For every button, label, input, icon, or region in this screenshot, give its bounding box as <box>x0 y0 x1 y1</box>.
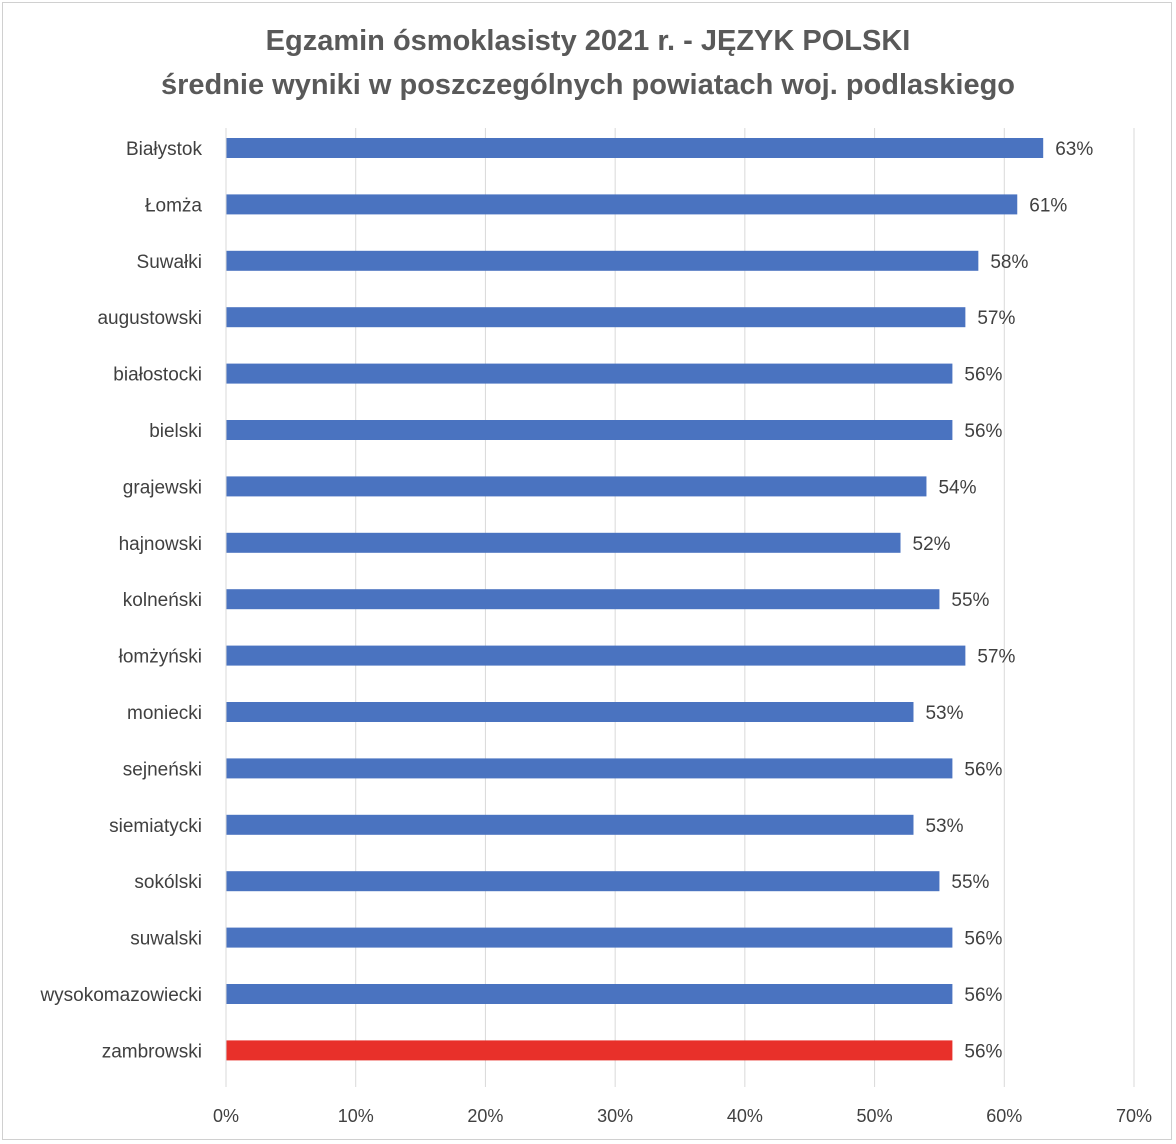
category-label: grajewski <box>123 477 202 498</box>
data-label: 55% <box>951 590 989 611</box>
bar <box>226 250 979 271</box>
bar <box>226 194 1018 215</box>
category-label: moniecki <box>127 703 202 724</box>
bar <box>226 363 953 384</box>
bar <box>226 1040 953 1061</box>
data-label: 53% <box>925 816 963 837</box>
bar <box>226 138 1044 158</box>
category-label: suwalski <box>130 929 202 950</box>
category-label: hajnowski <box>119 534 202 555</box>
bar <box>226 871 940 892</box>
data-label: 56% <box>964 365 1002 386</box>
chart-title: Egzamin ósmoklasisty 2021 r. - JĘZYK POL… <box>265 25 911 57</box>
category-label: augustowski <box>97 308 202 329</box>
bar <box>226 702 914 722</box>
x-tick-label: 50% <box>857 1106 893 1126</box>
category-label: kolneński <box>123 590 202 611</box>
category-label: Suwałki <box>137 252 202 273</box>
bar <box>226 814 914 835</box>
x-tick-label: 70% <box>1116 1106 1152 1126</box>
category-label: Białystok <box>126 139 203 160</box>
category-label: bielski <box>149 421 202 442</box>
bar <box>226 476 927 497</box>
data-label: 55% <box>951 872 989 893</box>
bar <box>226 927 953 948</box>
category-label: białostocki <box>113 365 202 386</box>
data-label: 56% <box>964 421 1002 442</box>
data-label: 57% <box>977 647 1015 668</box>
x-tick-label: 20% <box>467 1106 503 1126</box>
category-label: zambrowski <box>102 1041 202 1062</box>
data-label: 56% <box>964 1041 1002 1062</box>
category-label: sokólski <box>134 872 202 893</box>
x-tick-label: 10% <box>338 1106 374 1126</box>
x-tick-label: 60% <box>986 1106 1022 1126</box>
data-label: 52% <box>913 534 951 555</box>
data-label: 56% <box>964 759 1002 780</box>
x-tick-label: 30% <box>597 1106 633 1126</box>
category-label: wysokomazowiecki <box>39 985 202 1006</box>
x-tick-label: 0% <box>213 1106 239 1126</box>
data-label: 56% <box>964 985 1002 1006</box>
data-label: 57% <box>977 308 1015 329</box>
bar <box>226 589 940 610</box>
bar <box>226 984 953 1004</box>
x-tick-label: 40% <box>727 1106 763 1126</box>
category-label: sejneński <box>123 759 202 780</box>
data-label: 56% <box>964 929 1002 950</box>
bar <box>226 532 901 553</box>
category-label: siemiatycki <box>109 816 202 837</box>
bar <box>226 645 966 666</box>
bar <box>226 758 953 779</box>
data-label: 63% <box>1055 139 1093 160</box>
data-label: 53% <box>925 703 963 724</box>
category-label: Łomża <box>145 195 202 216</box>
bar <box>226 420 953 440</box>
chart-subtitle: średnie wyniki w poszczególnych powiatac… <box>160 69 1016 101</box>
data-label: 54% <box>938 477 976 498</box>
category-label: łomżyński <box>119 647 202 668</box>
data-label: 61% <box>1029 195 1067 216</box>
bar <box>226 307 966 328</box>
data-label: 58% <box>990 252 1028 273</box>
